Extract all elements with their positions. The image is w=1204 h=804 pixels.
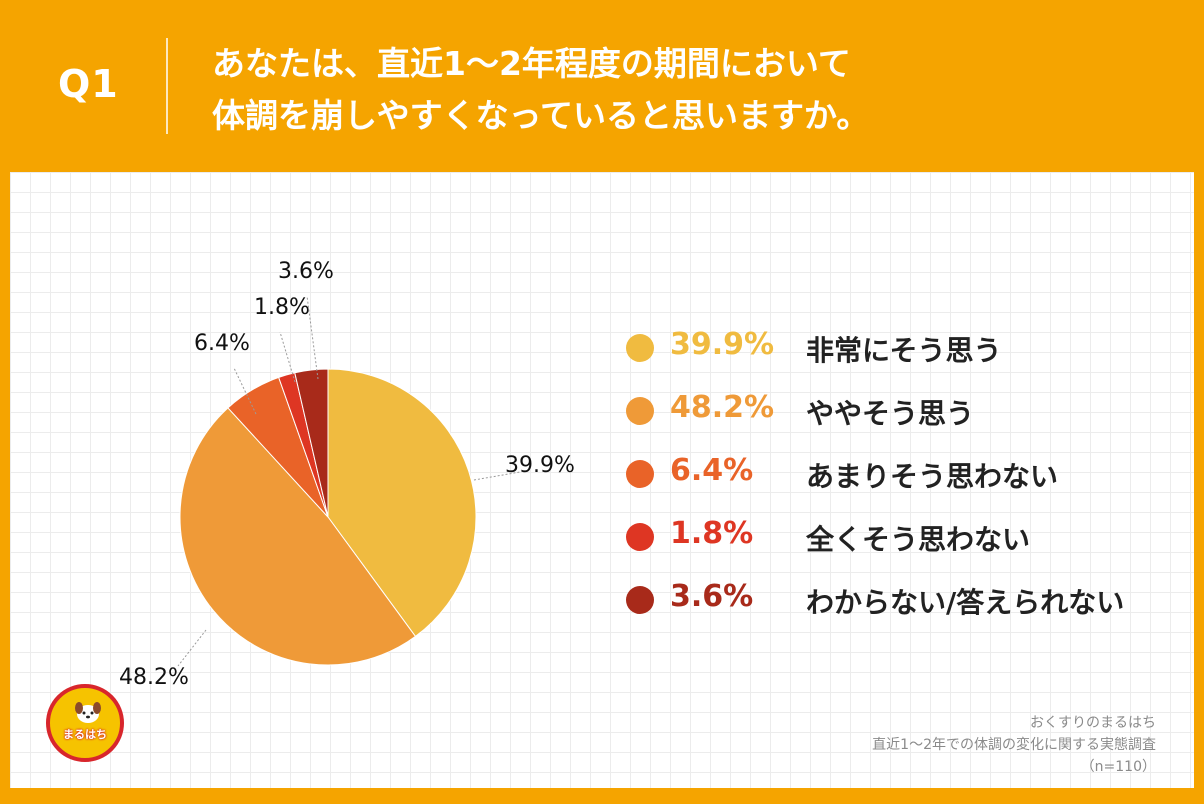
pie-slice-5 bbox=[294, 368, 329, 518]
leader-line-5 bbox=[306, 295, 319, 380]
legend-label: 全くそう思わない bbox=[806, 523, 1031, 556]
source-line-3: （n=110） bbox=[1080, 759, 1156, 775]
header-divider bbox=[166, 38, 168, 134]
legend-swatch bbox=[626, 523, 654, 551]
source-line-2: 直近1〜2年での体調の変化に関する実態調査 bbox=[872, 737, 1156, 753]
source-line-1: おくすりのまるはち bbox=[1030, 715, 1156, 731]
data-label-4: 1.8% bbox=[254, 295, 310, 320]
legend-label: あまりそう思わない bbox=[806, 460, 1059, 493]
data-label-2: 48.2% bbox=[119, 665, 189, 690]
legend-percentage: 1.8% bbox=[670, 516, 754, 551]
leader-line-4 bbox=[279, 331, 296, 383]
source-note: おくすりのまるはち 直近1〜2年での体調の変化に関する実態調査 （n=110） bbox=[872, 712, 1156, 778]
legend-swatch bbox=[626, 586, 654, 614]
pie-slice-1 bbox=[327, 368, 477, 638]
data-label-3: 6.4% bbox=[194, 331, 250, 356]
leader-line-3 bbox=[233, 367, 257, 415]
dog-mascot-icon bbox=[75, 702, 101, 723]
legend-label: ややそう思う bbox=[806, 397, 975, 430]
legend-swatch bbox=[626, 334, 654, 362]
header: Q1 あなたは、直近1〜2年程度の期間において 体調を崩しやすくなっていると思い… bbox=[0, 0, 1204, 172]
question-line-1: あなたは、直近1〜2年程度の期間において bbox=[212, 44, 851, 83]
legend-label: わからない/答えられない bbox=[806, 586, 1125, 619]
legend-percentage: 39.9% bbox=[670, 327, 775, 362]
logo-text: まるはち bbox=[63, 728, 107, 741]
pie-chart: 39.9% 48.2% 6.4%1.8% 3.6% bbox=[119, 259, 575, 690]
legend-percentage: 6.4% bbox=[670, 453, 754, 488]
data-label-1: 39.9% bbox=[505, 453, 575, 478]
question-number: Q1 bbox=[58, 62, 119, 106]
legend-percentage: 3.6% bbox=[670, 579, 754, 614]
leader-line-2 bbox=[177, 629, 207, 667]
pie-slice-2 bbox=[179, 407, 417, 666]
question-line-2: 体調を崩しやすくなっていると思いますか。 bbox=[212, 96, 870, 135]
chart-panel: 39.9% 48.2% 6.4% 1.8% 3.6% 39.9% 非常にそう思う 48.2%… bbox=[10, 172, 1194, 788]
legend-label: 非常にそう思う bbox=[806, 334, 1002, 367]
data-label-5: 3.6% bbox=[278, 259, 334, 284]
brand-logo: まるはち bbox=[46, 684, 124, 762]
legend-percentage: 48.2% bbox=[670, 390, 775, 425]
legend-swatch bbox=[626, 397, 654, 425]
legend-swatch bbox=[626, 460, 654, 488]
question-text: あなたは、直近1〜2年程度の期間において 体調を崩しやすくなっていると思いますか… bbox=[212, 38, 869, 142]
